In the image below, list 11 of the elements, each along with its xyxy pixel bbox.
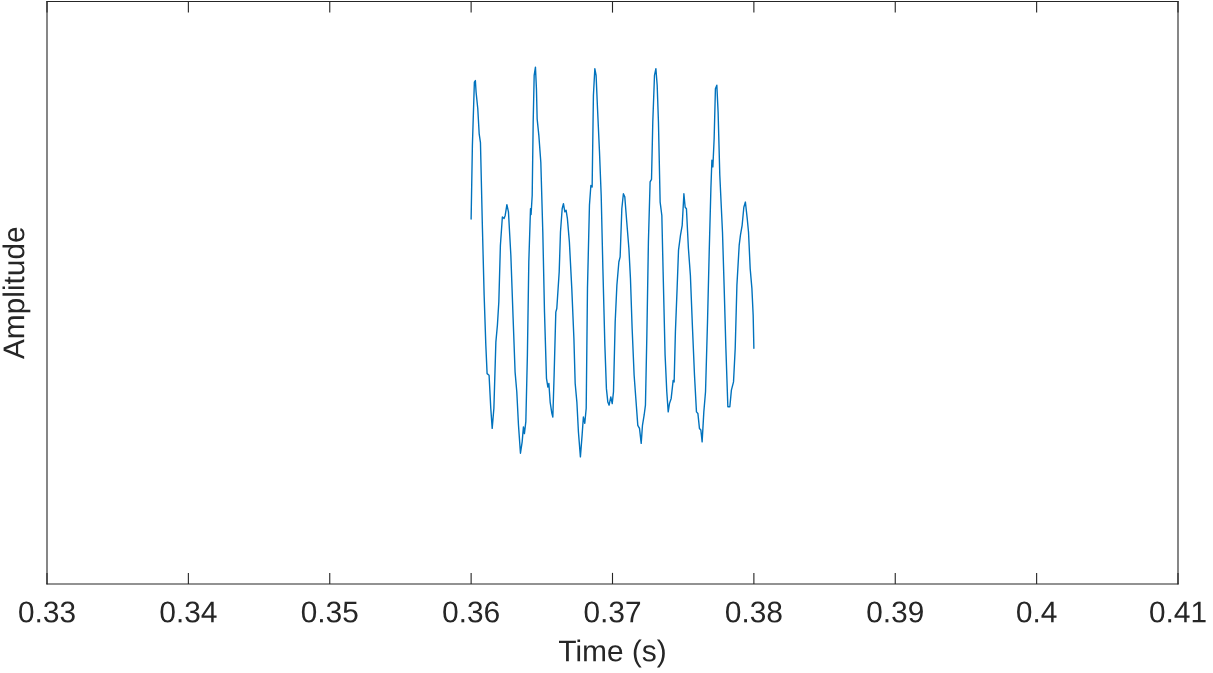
x-tick-label: 0.36 xyxy=(443,601,499,623)
x-tick-label: 0.34 xyxy=(160,601,217,623)
y-axis-title: Amplitude xyxy=(2,227,31,360)
x-tick-label: 0.41 xyxy=(1150,601,1206,623)
x-tick-label: 0.33 xyxy=(19,601,75,623)
x-tick-label: 0.4 xyxy=(1017,601,1057,623)
x-tick-label: 0.37 xyxy=(584,601,641,623)
x-tick-label: 0.35 xyxy=(301,601,358,623)
x-tick-label: 0.38 xyxy=(725,601,782,623)
x-tick-label: 0.39 xyxy=(867,601,923,623)
x-axis-title: Time (s) xyxy=(559,639,665,668)
